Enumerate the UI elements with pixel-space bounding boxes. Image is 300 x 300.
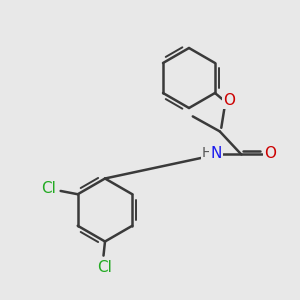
Text: O: O [264, 146, 276, 161]
Text: N: N [210, 146, 222, 161]
Text: Cl: Cl [97, 260, 112, 275]
Text: Cl: Cl [41, 181, 56, 196]
Text: H: H [202, 146, 212, 160]
Text: O: O [224, 93, 236, 108]
